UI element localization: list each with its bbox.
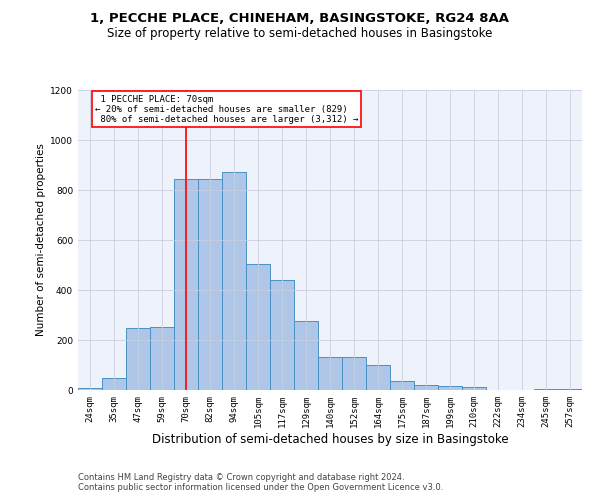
Bar	[390, 380, 414, 390]
X-axis label: Distribution of semi-detached houses by size in Basingstoke: Distribution of semi-detached houses by …	[152, 432, 508, 446]
Bar	[198, 180, 222, 390]
Bar	[558, 389, 582, 390]
Bar	[342, 357, 366, 390]
Bar	[150, 327, 174, 390]
Bar	[438, 386, 462, 390]
Bar	[246, 264, 270, 390]
Bar	[534, 389, 558, 390]
Bar	[318, 357, 342, 390]
Bar	[270, 280, 294, 390]
Bar	[462, 387, 486, 390]
Y-axis label: Number of semi-detached properties: Number of semi-detached properties	[36, 144, 46, 336]
Bar	[414, 385, 438, 390]
Text: Contains HM Land Registry data © Crown copyright and database right 2024.: Contains HM Land Registry data © Crown c…	[78, 474, 404, 482]
Text: Size of property relative to semi-detached houses in Basingstoke: Size of property relative to semi-detach…	[107, 28, 493, 40]
Bar	[102, 378, 126, 390]
Bar	[78, 388, 102, 390]
Bar	[222, 172, 246, 390]
Bar	[366, 364, 390, 390]
Text: 1 PECCHE PLACE: 70sqm
← 20% of semi-detached houses are smaller (829)
 80% of se: 1 PECCHE PLACE: 70sqm ← 20% of semi-deta…	[95, 94, 358, 124]
Text: Contains public sector information licensed under the Open Government Licence v3: Contains public sector information licen…	[78, 484, 443, 492]
Bar	[126, 328, 150, 390]
Text: 1, PECCHE PLACE, CHINEHAM, BASINGSTOKE, RG24 8AA: 1, PECCHE PLACE, CHINEHAM, BASINGSTOKE, …	[91, 12, 509, 26]
Bar	[294, 320, 318, 390]
Bar	[174, 180, 198, 390]
